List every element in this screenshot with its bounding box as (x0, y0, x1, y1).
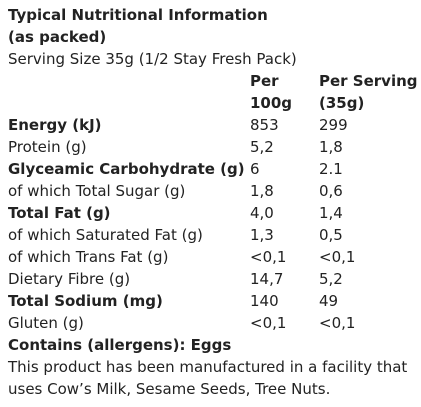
nutrient-label: of which Trans Fat (g) (8, 248, 169, 266)
nutrition-table: Per Per Serving 100g (35g) Energy (kJ) 85… (8, 70, 419, 334)
value-per-100g: 1,8 (250, 182, 274, 200)
nutrient-label: Glyceamic Carbohydrate (g) (8, 160, 245, 178)
title-line-2: (as packed) (8, 28, 107, 46)
value-per-100g: 6 (250, 160, 260, 178)
table-row: of which Total Sugar (g) 1,8 0,6 (8, 180, 419, 202)
table-row: Energy (kJ) 853 299 (8, 114, 419, 136)
value-per-serving: 5,2 (319, 270, 343, 288)
nutrient-label: Dietary Fibre (g) (8, 270, 131, 288)
title-line-1: Typical Nutritional Information (8, 6, 268, 24)
table-row: Glyceamic Carbohydrate (g) 6 2.1 (8, 158, 419, 180)
table-row: Total Sodium (mg) 140 49 (8, 290, 419, 312)
value-per-serving: <0,1 (319, 314, 356, 332)
nutrient-label: Total Fat (g) (8, 204, 111, 222)
header-empty (8, 92, 250, 114)
nutrition-rows: Energy (kJ) 853 299 Protein (g) 5,2 1,8 Glycea… (8, 114, 419, 334)
header-empty (8, 70, 250, 92)
table-row: Total Fat (g) 4,0 1,4 (8, 202, 419, 224)
value-per-100g: <0,1 (250, 314, 287, 332)
nutrient-label: Gluten (g) (8, 314, 84, 332)
facility-note: This product has been manufactured in a … (8, 358, 408, 398)
value-per-serving: 49 (319, 292, 339, 310)
value-per-serving: <0,1 (319, 248, 356, 266)
header-per-100g-line2: 100g (250, 94, 293, 112)
value-per-serving: 2.1 (319, 160, 343, 178)
header-per-serving-line2: (35g) (319, 94, 365, 112)
nutrient-label: of which Saturated Fat (g) (8, 226, 203, 244)
header-per-100g-line1: Per (250, 72, 279, 90)
value-per-100g: 853 (250, 116, 279, 134)
value-per-100g: 5,2 (250, 138, 274, 156)
value-per-serving: 0,5 (319, 226, 343, 244)
value-per-serving: 1,8 (319, 138, 343, 156)
nutrient-label: Protein (g) (8, 138, 87, 156)
nutrient-label: Energy (kJ) (8, 116, 102, 134)
value-per-100g: <0,1 (250, 248, 287, 266)
table-row: Protein (g) 5,2 1,8 (8, 136, 419, 158)
value-per-serving: 0,6 (319, 182, 343, 200)
header-row-1: Per Per Serving (8, 70, 419, 92)
header-row-2: 100g (35g) (8, 92, 419, 114)
table-row: Gluten (g) <0,1 <0,1 (8, 312, 419, 334)
value-per-serving: 299 (319, 116, 348, 134)
value-per-serving: 1,4 (319, 204, 343, 222)
table-row: of which Trans Fat (g) <0,1 <0,1 (8, 246, 419, 268)
table-row: of which Saturated Fat (g) 1,3 0,5 (8, 224, 419, 246)
value-per-100g: 1,3 (250, 226, 274, 244)
nutrient-label: of which Total Sugar (g) (8, 182, 186, 200)
value-per-100g: 140 (250, 292, 279, 310)
value-per-100g: 4,0 (250, 204, 274, 222)
nutrient-label: Total Sodium (mg) (8, 292, 163, 310)
value-per-100g: 14,7 (250, 270, 284, 288)
allergens-statement: Contains (allergens): Eggs (8, 336, 232, 354)
table-row: Dietary Fibre (g) 14,7 5,2 (8, 268, 419, 290)
header-per-serving-line1: Per Serving (319, 72, 418, 90)
serving-size: Serving Size 35g (1/2 Stay Fresh Pack) (8, 50, 297, 68)
